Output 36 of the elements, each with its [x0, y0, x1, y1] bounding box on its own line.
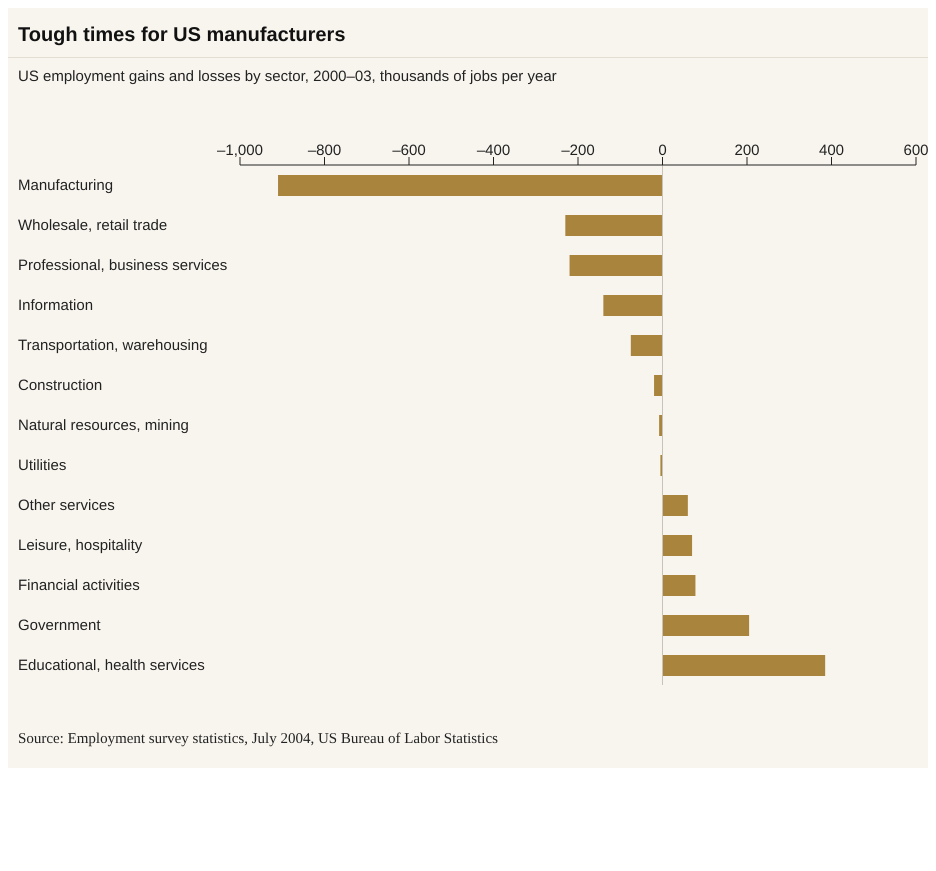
- x-tick-label: –200: [561, 142, 595, 159]
- y-tick-label: Natural resources, mining: [18, 417, 189, 434]
- x-tick-label: 0: [658, 142, 667, 159]
- y-tick-label: Other services: [18, 497, 115, 514]
- x-tick-label: –800: [308, 142, 342, 159]
- bar: [654, 375, 662, 396]
- y-tick-label: Financial activities: [18, 577, 140, 594]
- bar: [662, 575, 696, 596]
- x-tick-label: –600: [392, 142, 426, 159]
- chart-title: Tough times for US manufacturers: [17, 23, 346, 47]
- y-tick-label: Construction: [18, 377, 102, 394]
- bar: [278, 175, 662, 196]
- y-tick-label: Wholesale, retail trade: [18, 217, 168, 234]
- y-tick-label: Utilities: [18, 457, 66, 474]
- y-tick-label: Educational, health services: [18, 657, 205, 674]
- y-tick-label: Manufacturing: [18, 177, 114, 194]
- source-note: Source: Employment survey statistics, July 2004, US Bureau of Labor Statistics: [17, 730, 499, 749]
- bar: [603, 295, 662, 316]
- y-tick-label: Leisure, hospitality: [18, 537, 143, 554]
- y-tick-label: Transportation, warehousing: [18, 337, 208, 354]
- bar: [662, 655, 826, 676]
- x-tick-label: 200: [734, 142, 760, 159]
- y-tick-label: Information: [18, 297, 94, 314]
- y-tick-label: Government: [18, 617, 102, 634]
- x-tick-label: –400: [476, 142, 510, 159]
- chart-subtitle: US employment gains and losses by sector, 2000–03, thousands of jobs per year: [8, 57, 928, 85]
- bar: [662, 615, 750, 636]
- bar: [662, 535, 692, 556]
- bar: [565, 215, 662, 236]
- bar: [570, 255, 662, 276]
- x-tick-label: 400: [818, 142, 844, 159]
- bar: [630, 335, 662, 356]
- x-tick-label: 600: [903, 142, 929, 159]
- bar: [662, 495, 688, 516]
- y-tick-label: Professional, business services: [18, 257, 228, 274]
- x-tick-label: –1,000: [217, 142, 263, 159]
